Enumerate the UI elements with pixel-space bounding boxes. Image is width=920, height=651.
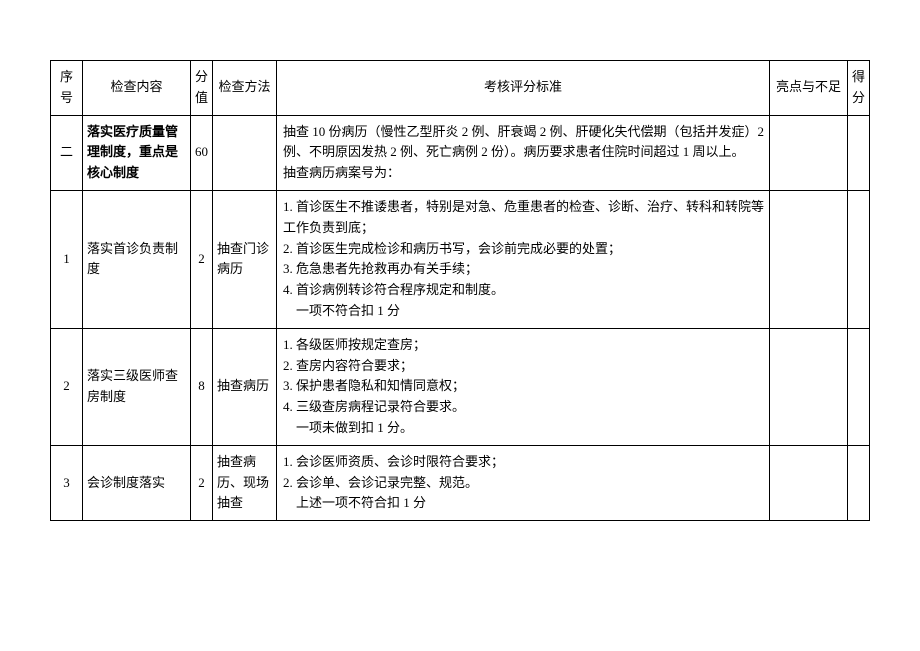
- cell-method: [213, 115, 277, 190]
- table-row: 二落实医疗质量管理制度，重点是核心制度60 抽查 10 份病历（慢性乙型肝炎 2 …: [51, 115, 870, 190]
- cell-seq: 2: [51, 328, 83, 445]
- header-seq: 序号: [51, 61, 83, 116]
- cell-method: 抽查门诊病历: [213, 190, 277, 328]
- header-method: 检查方法: [213, 61, 277, 116]
- cell-method: 抽查病历、现场抽查: [213, 445, 277, 520]
- table-header-row: 序号 检查内容 分值 检查方法 考核评分标准 亮点与不足 得分: [51, 61, 870, 116]
- header-standard: 考核评分标准: [277, 61, 770, 116]
- table-body: 二落实医疗质量管理制度，重点是核心制度60 抽查 10 份病历（慢性乙型肝炎 2 …: [51, 115, 870, 521]
- cell-highlight: [770, 115, 848, 190]
- cell-content: 落实医疗质量管理制度，重点是核心制度: [83, 115, 191, 190]
- cell-score: 60: [191, 115, 213, 190]
- cell-standard: 1. 会诊医师资质、会诊时限符合要求；2. 会诊单、会诊记录完整、规范。 上述一…: [277, 445, 770, 520]
- cell-score: 2: [191, 445, 213, 520]
- cell-score: 2: [191, 190, 213, 328]
- cell-seq: 二: [51, 115, 83, 190]
- cell-got: [848, 115, 870, 190]
- table-row: 2落实三级医师查房制度8抽查病历1. 各级医师按规定查房；2. 查房内容符合要求…: [51, 328, 870, 445]
- cell-seq: 1: [51, 190, 83, 328]
- cell-content: 落实三级医师查房制度: [83, 328, 191, 445]
- cell-score: 8: [191, 328, 213, 445]
- cell-got: [848, 328, 870, 445]
- cell-highlight: [770, 190, 848, 328]
- cell-standard: 抽查 10 份病历（慢性乙型肝炎 2 例、肝衰竭 2 例、肝硬化失代偿期（包括并…: [277, 115, 770, 190]
- cell-method: 抽查病历: [213, 328, 277, 445]
- cell-highlight: [770, 445, 848, 520]
- cell-content: 落实首诊负责制度: [83, 190, 191, 328]
- cell-seq: 3: [51, 445, 83, 520]
- table-row: 1落实首诊负责制度2抽查门诊病历1. 首诊医生不推诿患者，特别是对急、危重患者的…: [51, 190, 870, 328]
- header-highlight: 亮点与不足: [770, 61, 848, 116]
- cell-got: [848, 190, 870, 328]
- cell-highlight: [770, 328, 848, 445]
- cell-standard: 1. 各级医师按规定查房；2. 查房内容符合要求；3. 保护患者隐私和知情同意权…: [277, 328, 770, 445]
- header-got: 得分: [848, 61, 870, 116]
- assessment-table: 序号 检查内容 分值 检查方法 考核评分标准 亮点与不足 得分 二落实医疗质量管…: [50, 60, 870, 521]
- header-score: 分值: [191, 61, 213, 116]
- header-content: 检查内容: [83, 61, 191, 116]
- cell-standard: 1. 首诊医生不推诿患者，特别是对急、危重患者的检查、诊断、治疗、转科和转院等工…: [277, 190, 770, 328]
- cell-got: [848, 445, 870, 520]
- table-row: 3会诊制度落实2抽查病历、现场抽查1. 会诊医师资质、会诊时限符合要求；2. 会…: [51, 445, 870, 520]
- cell-content: 会诊制度落实: [83, 445, 191, 520]
